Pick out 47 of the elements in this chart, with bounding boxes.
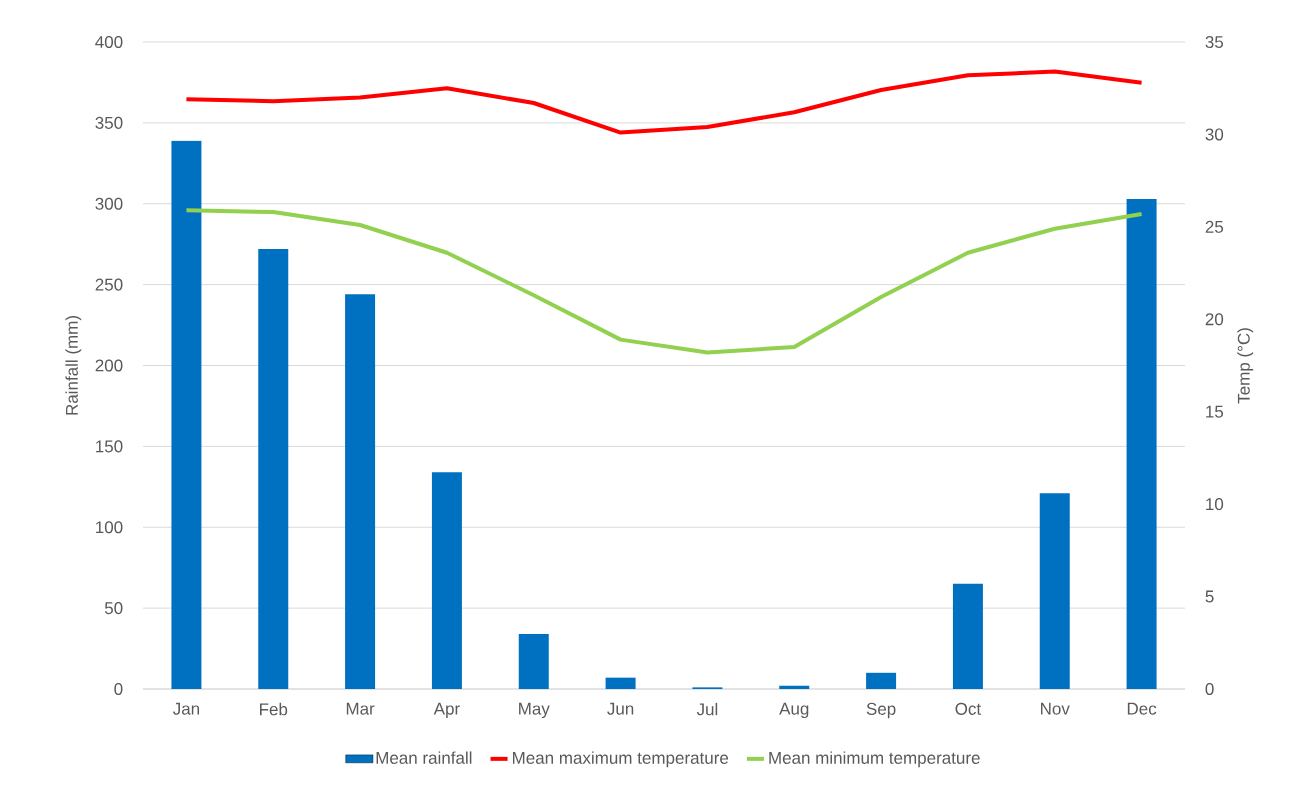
- y2-tick-label: 0: [1205, 682, 1214, 696]
- bar: [952, 583, 983, 689]
- bar: [345, 294, 376, 689]
- y2-tick-label: 5: [1205, 590, 1214, 603]
- bar: [431, 472, 462, 689]
- x-tick-label: Dec: [1127, 702, 1157, 715]
- legend-label: Mean minimum temperature: [769, 751, 980, 768]
- legend-label: Mean rainfall: [376, 751, 472, 764]
- y-axis-title: Rainfall (mm): [65, 316, 82, 415]
- bar: [866, 672, 897, 689]
- x-tick-label: May: [519, 702, 550, 719]
- y2-tick-label: 10: [1206, 498, 1224, 511]
- bar: [1039, 493, 1070, 689]
- y2-tick-label: 30: [1205, 128, 1224, 141]
- legend-label: Mean maximum temperature: [512, 751, 729, 768]
- y-tick-label: 200: [95, 359, 123, 372]
- x-tick-label: Jun: [607, 702, 634, 715]
- y2-tick-label: 25: [1205, 220, 1224, 233]
- x-tick-label: Mar: [346, 702, 375, 715]
- y-tick-label: 150: [96, 440, 123, 453]
- y-tick-label: 250: [95, 278, 123, 291]
- bar: [779, 685, 810, 689]
- y2-axis-title: Temp (°C): [1237, 328, 1254, 404]
- line-series: [184, 208, 1144, 355]
- bar: [258, 249, 289, 689]
- x-tick-label: Oct: [955, 702, 982, 715]
- y-tick-label: 350: [95, 116, 123, 129]
- x-tick-label: Feb: [260, 702, 288, 716]
- y-tick-label: 300: [95, 197, 123, 210]
- y-tick-label: 0: [114, 682, 123, 696]
- x-tick-label: Aug: [779, 702, 809, 719]
- y-tick-label: 100: [96, 521, 123, 534]
- x-tick-label: Jan: [172, 702, 200, 715]
- y2-tick-label: 15: [1206, 405, 1224, 418]
- y2-tick-label: 35: [1205, 35, 1224, 49]
- bar: [171, 140, 202, 689]
- x-tick-label: Nov: [1041, 702, 1070, 715]
- x-tick-label: Sep: [866, 702, 896, 719]
- y-tick-label: 400: [95, 35, 123, 49]
- x-tick-label: Apr: [433, 702, 460, 719]
- bar: [605, 677, 636, 689]
- x-tick-label: Jul: [696, 702, 718, 716]
- bar: [518, 633, 549, 689]
- y-tick-label: 50: [104, 602, 123, 615]
- bar: [1126, 198, 1157, 689]
- y2-tick-label: 20: [1205, 313, 1224, 326]
- line-series: [184, 69, 1144, 135]
